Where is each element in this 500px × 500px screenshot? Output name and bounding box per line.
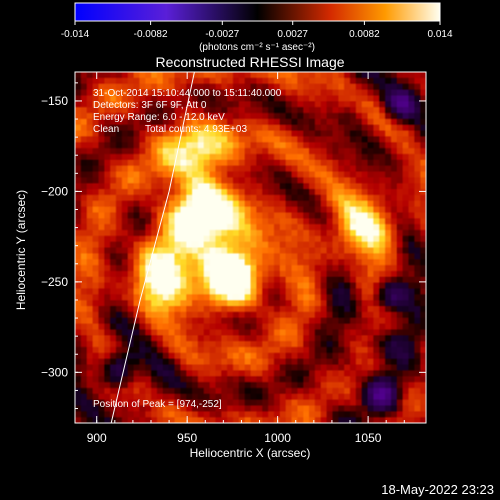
colorbar-tick-label: -0.0082 <box>134 29 168 40</box>
x-tick-label: 950 <box>177 431 197 445</box>
annotation-energy: Energy Range: 6.0 - 12.0 keV <box>93 112 225 123</box>
x-tick-label: 1000 <box>264 431 291 445</box>
heatmap-image <box>75 72 426 423</box>
y-tick-label: −150 <box>41 94 68 108</box>
y-tick-label: −250 <box>41 275 68 289</box>
y-axis-label: Heliocentric Y (arcsec) <box>14 190 28 310</box>
heatmap <box>75 72 426 423</box>
annotation-peak: Position of Peak = [974,-252] <box>93 399 222 410</box>
solar-limb-line <box>110 72 195 423</box>
colorbar-ticks: -0.014 -0.0082 -0.0027 0.0027 0.0082 0.014 <box>61 21 453 40</box>
x-axis-label: Heliocentric X (arcsec) <box>190 446 311 460</box>
x-tick-label: 900 <box>87 431 107 445</box>
x-tick-label: 1050 <box>355 431 382 445</box>
y-tick-label: −200 <box>41 184 68 198</box>
annotation-clean: Clean <box>93 124 119 135</box>
colorbar-tick-label: 0.0082 <box>349 29 380 40</box>
colorbar-units: (photons cm⁻² s⁻¹ asec⁻²) <box>199 42 315 53</box>
colorbar-tick-label: -0.0027 <box>205 29 239 40</box>
colorbar-tick-label: -0.014 <box>61 29 90 40</box>
colorbar-tick-label: 0.0027 <box>277 29 308 40</box>
annotation-counts: Total counts: 4.93E+03 <box>145 124 247 135</box>
colorbar-tick-label: 0.014 <box>427 29 452 40</box>
footer-date: 18-May-2022 23:23 <box>381 482 494 497</box>
y-axis: −150 −200 −250 −300 <box>41 82 426 410</box>
annotation-time: 31-Oct-2014 15:10:44.000 to 15:11:40.000 <box>93 88 282 99</box>
annotation-detectors: Detectors: 3F 6F 9F, Att 0 <box>93 100 207 111</box>
x-axis: 900 950 1000 1050 <box>87 72 405 445</box>
colorbar <box>74 2 441 22</box>
plot-frame <box>74 71 427 424</box>
y-tick-label: −300 <box>41 365 68 379</box>
chart-title: Reconstructed RHESSI Image <box>155 54 344 70</box>
